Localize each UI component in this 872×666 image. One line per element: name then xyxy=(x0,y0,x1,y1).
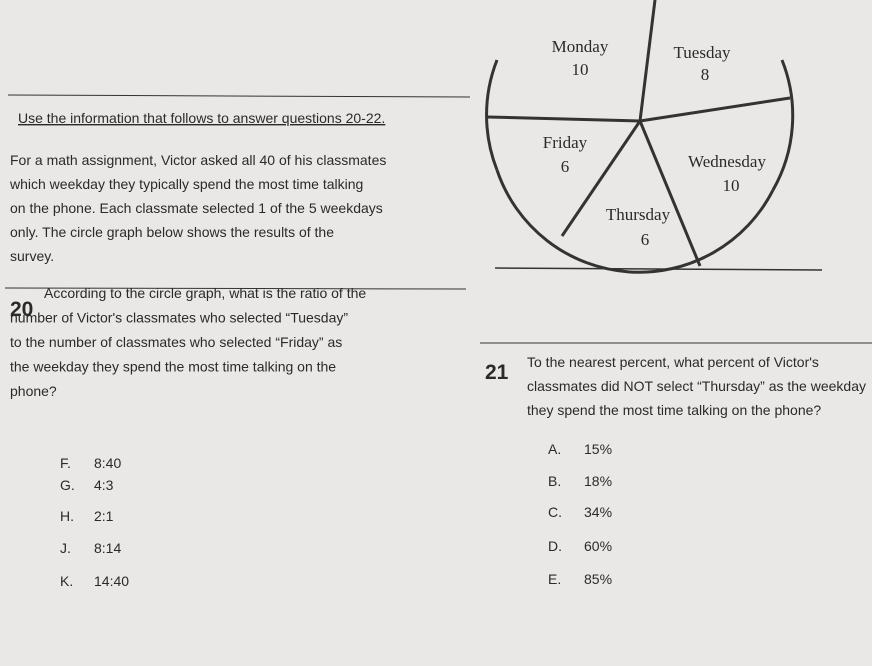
slice-value: 6 xyxy=(561,157,570,176)
choice-text: 34% xyxy=(584,504,612,520)
choice-letter: B. xyxy=(548,473,561,489)
slice-edge xyxy=(638,120,702,267)
question-line: According to the circle graph, what is t… xyxy=(44,285,366,301)
text-body: For a math assignment, Victor asked all … xyxy=(9,152,866,589)
paragraph-line: survey. xyxy=(10,248,54,264)
slice-label: Monday xyxy=(552,37,609,56)
slice-value: 10 xyxy=(572,60,589,79)
question-line: the weekday they spend the most time tal… xyxy=(10,359,336,375)
slice-value: 8 xyxy=(701,65,710,84)
choice-letter: E. xyxy=(548,571,561,587)
slice-edge xyxy=(560,120,642,237)
question-line: to the number of classmates who selected… xyxy=(10,334,342,350)
choice-letter: H. xyxy=(60,508,74,524)
choice-text: 60% xyxy=(584,538,612,554)
choice-letter: A. xyxy=(548,441,561,457)
pie-outline xyxy=(495,169,775,274)
slice-label: Tuesday xyxy=(674,43,731,62)
choice-text: 8:14 xyxy=(94,540,121,556)
circle-graph: Monday 10 Tuesday 8 Friday 6 Wednesday 1… xyxy=(485,0,823,274)
paragraph-line: which weekday they typically spend the m… xyxy=(9,176,363,192)
choice-letter: C. xyxy=(548,504,562,520)
choice-text: 15% xyxy=(584,441,612,457)
slice-value: 6 xyxy=(641,230,650,249)
rule xyxy=(494,267,823,271)
rule xyxy=(7,94,471,98)
paragraph-line: on the phone. Each classmate selected 1 … xyxy=(10,200,383,216)
question-line: phone? xyxy=(10,383,57,399)
question-line: classmates did NOT select “Thursday” as … xyxy=(527,378,866,394)
choice-text: 14:40 xyxy=(94,573,129,589)
choice-text: 2:1 xyxy=(94,508,114,524)
question-number: 20 xyxy=(10,298,33,321)
slice-edge xyxy=(487,115,641,123)
choice-text: 18% xyxy=(584,473,612,489)
pie-outline xyxy=(771,59,795,191)
paragraph-line: For a math assignment, Victor asked all … xyxy=(10,152,386,168)
choice-text: 8:40 xyxy=(94,455,121,471)
choice-letter: J. xyxy=(60,540,71,556)
question-line: number of Victor's classmates who select… xyxy=(10,310,348,326)
paragraph-line: only. The circle graph below shows the r… xyxy=(10,224,334,240)
instruction: Use the information that follows to answ… xyxy=(18,110,385,126)
pie-outline xyxy=(485,59,499,171)
choice-letter: D. xyxy=(548,538,562,554)
question-line: To the nearest percent, what percent of … xyxy=(527,354,819,370)
choice-letter: K. xyxy=(60,573,73,589)
choice-text: 4:3 xyxy=(94,477,114,493)
slice-label: Wednesday xyxy=(688,152,766,171)
slice-value: 10 xyxy=(723,176,740,195)
rule xyxy=(4,287,467,290)
choice-letter: F. xyxy=(60,455,71,471)
choice-text: 85% xyxy=(584,571,612,587)
question-number: 21 xyxy=(485,361,509,384)
choice-letter: G. xyxy=(60,477,75,493)
slice-label: Thursday xyxy=(606,205,671,224)
question-line: they spend the most time talking on the … xyxy=(527,402,821,418)
slice-label: Friday xyxy=(543,133,588,152)
slice-edge xyxy=(638,0,657,122)
slice-edge xyxy=(639,96,791,123)
